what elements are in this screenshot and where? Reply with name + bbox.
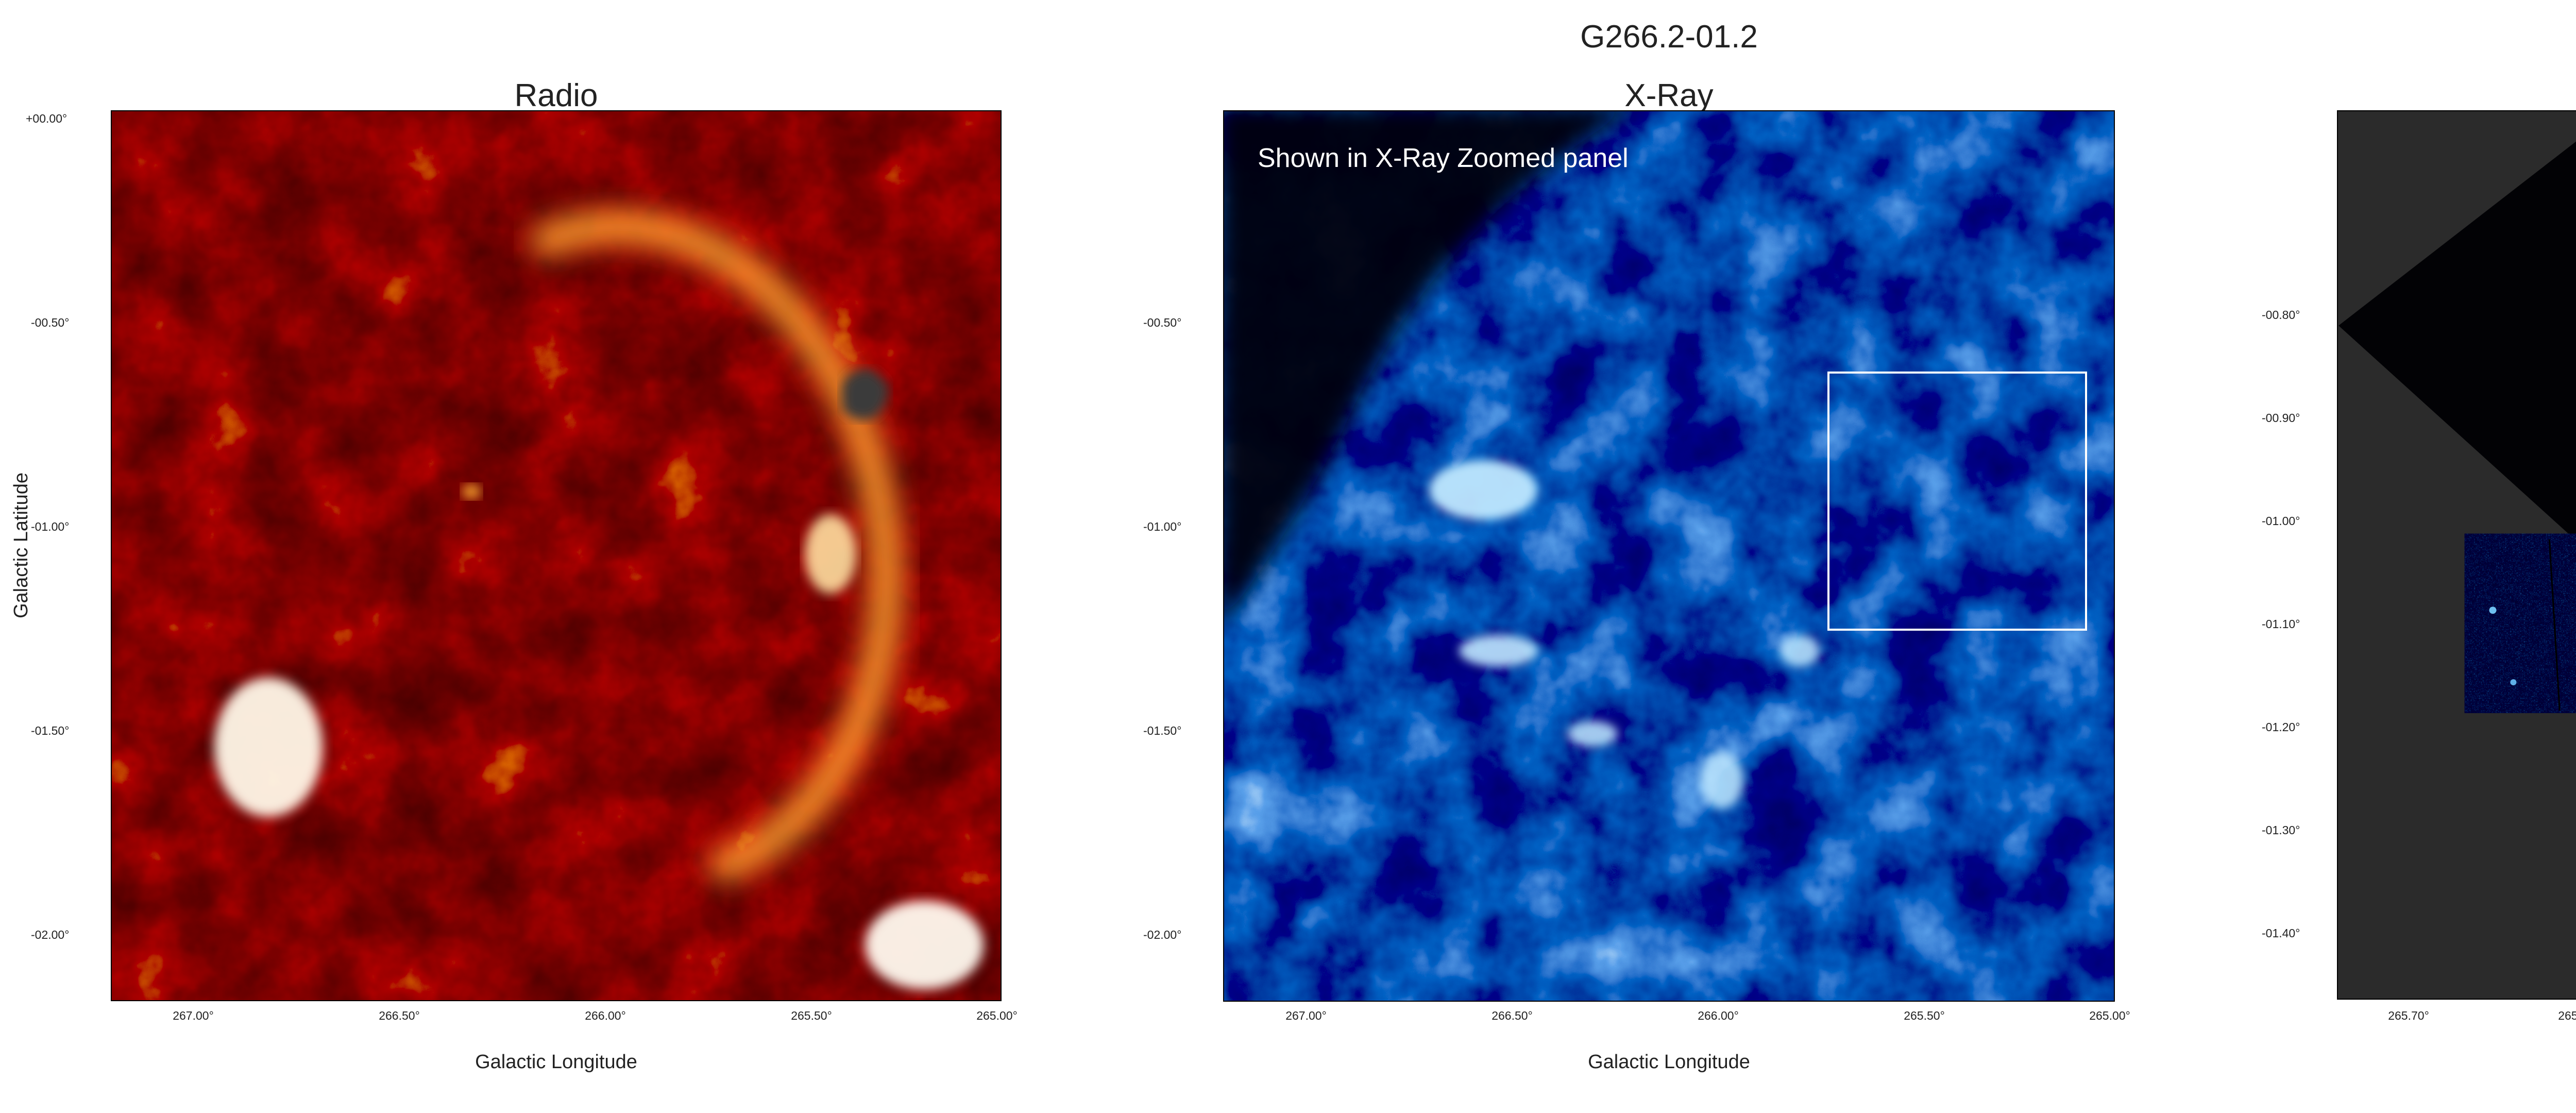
svg-text:Shown in X-Ray Zoomed panel: Shown in X-Ray Zoomed panel	[1258, 143, 1629, 173]
